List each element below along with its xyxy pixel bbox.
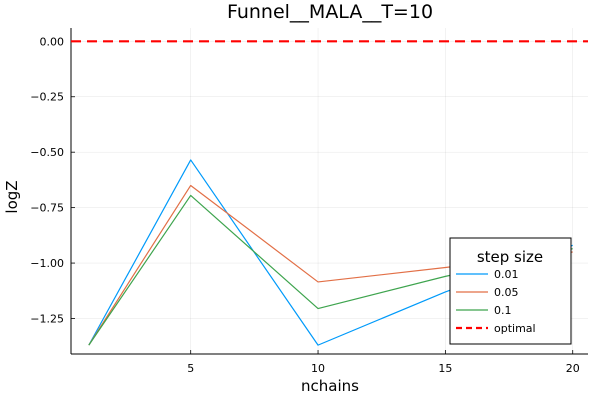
x-tick-label-2: 15 [438,362,452,375]
legend-label-0: 0.01 [494,268,519,281]
legend-label-1: 0.05 [494,286,519,299]
legend: step size 0.01 0.05 0.1 optimal [449,237,572,345]
chart-title: Funnel__MALA__T=10 [227,1,433,23]
legend-box [449,237,572,345]
legend-items: 0.01 0.05 0.1 optimal [456,268,536,335]
axes [70,28,588,355]
legend-title: step size [477,248,543,266]
y-tick-label-5: −1.25 [30,313,64,326]
ticks: 5 10 15 20 0.00 −0.25 −0.50 −0.75 −1.00 −1.25 [30,35,579,375]
x-tick-label-3: 20 [566,362,580,375]
y-tick-label-4: −1.00 [30,257,64,270]
y-tick-label-0: 0.00 [40,35,65,48]
legend-label-2: 0.1 [494,304,512,317]
x-axis-title: nchains [301,377,359,395]
y-tick-label-3: −0.75 [30,202,64,215]
legend-label-3: optimal [494,322,536,335]
y-tick-label-1: −0.25 [30,91,64,104]
x-tick-label-1: 10 [311,362,325,375]
y-axis-title: logZ [3,180,21,213]
y-tick-label-2: −0.50 [30,146,64,159]
x-tick-label-0: 5 [187,362,194,375]
